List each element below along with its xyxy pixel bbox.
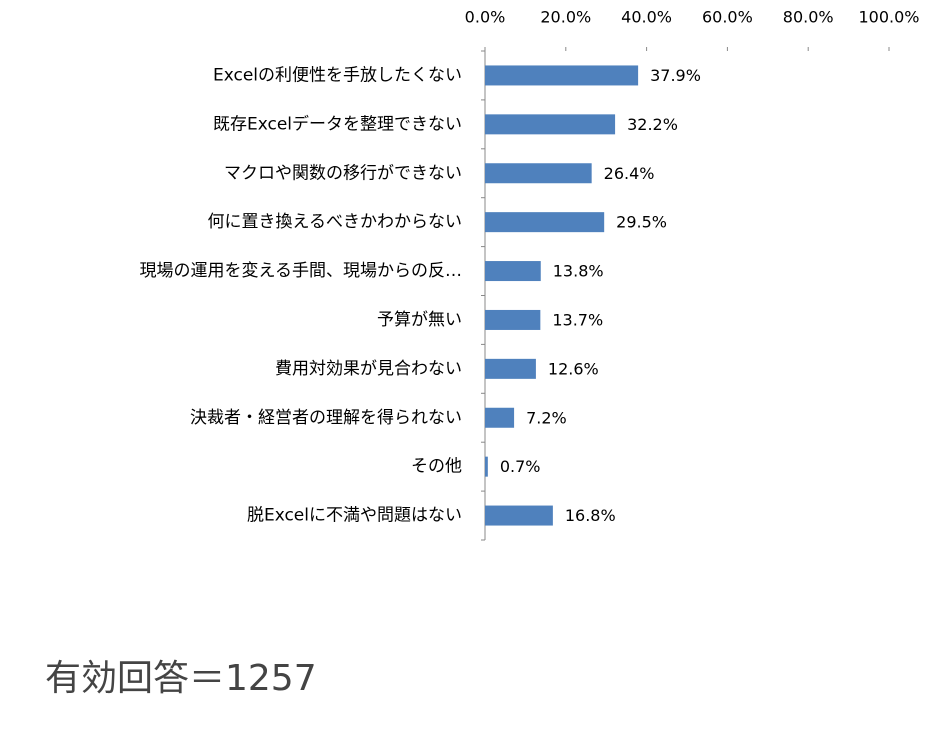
value-label: 13.7% (552, 310, 603, 329)
bar (485, 65, 639, 86)
bar (485, 407, 515, 428)
bar (485, 114, 616, 135)
value-label: 26.4% (604, 164, 655, 183)
category-label: 予算が無い (377, 310, 462, 330)
bar (485, 163, 592, 184)
annotation: 有効回答＝1257 (45, 658, 317, 699)
x-tick-label: 20.0% (540, 8, 591, 27)
category-label: 費用対効果が見合わない (275, 359, 462, 379)
x-tick-label: 80.0% (783, 8, 834, 27)
bar (485, 212, 605, 233)
category-label: 決裁者・経営者の理解を得られない (190, 408, 462, 428)
x-tick-label: 40.0% (621, 8, 672, 27)
value-label: 7.2% (526, 408, 567, 427)
bar (485, 309, 541, 330)
bar (485, 505, 553, 526)
value-label: 32.2% (627, 115, 678, 134)
value-label: 37.9% (650, 66, 701, 85)
value-label: 0.7% (500, 457, 541, 476)
bar (485, 456, 488, 477)
value-label: 13.8% (553, 262, 604, 281)
x-tick-label: 60.0% (702, 8, 753, 27)
category-label: その他 (411, 457, 462, 477)
category-label: 現場の運用を変える手間、現場からの反… (140, 261, 463, 281)
category-label: 既存Excelデータを整理できない (213, 113, 462, 134)
category-label: 脱Excelに不満や問題はない (247, 506, 462, 526)
x-tick-label: 100.0% (858, 8, 919, 27)
bar (485, 261, 541, 282)
value-label: 12.6% (548, 359, 599, 378)
value-label: 29.5% (616, 213, 667, 232)
bar (485, 358, 536, 379)
category-label: 何に置き換えるべきかわからない (208, 212, 463, 232)
category-label: マクロや関数の移行ができない (224, 163, 462, 183)
category-label: Excelの利便性を手放したくない (213, 65, 462, 85)
x-tick-label: 0.0% (465, 8, 506, 27)
value-label: 16.8% (565, 506, 616, 525)
